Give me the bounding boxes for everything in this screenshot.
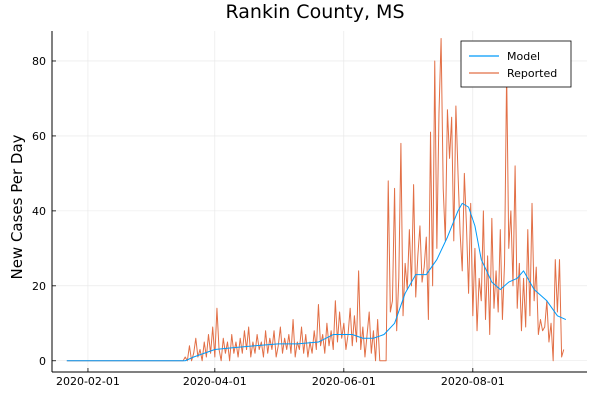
legend-box bbox=[460, 40, 572, 88]
chart-title: Rankin County, MS bbox=[225, 1, 404, 23]
x-tick-label: 2020-04-01 bbox=[183, 375, 247, 388]
plot-area bbox=[66, 37, 567, 362]
series-line-model bbox=[66, 202, 567, 362]
axes: 2020-02-01 2020-04-01 2020-06-01 2020-08-01… bbox=[32, 31, 587, 388]
y-tick-label: 60 bbox=[32, 130, 46, 143]
x-tick-label: 2020-06-01 bbox=[312, 375, 376, 388]
legend-label-reported: Reported bbox=[507, 67, 557, 80]
y-tick-label: 0 bbox=[39, 355, 46, 368]
legend-label-model: Model bbox=[507, 50, 540, 63]
y-tick-label: 20 bbox=[32, 280, 46, 293]
y-axis-label: New Cases Per Day bbox=[8, 134, 26, 279]
series-line-reported bbox=[66, 37, 565, 362]
legend: Model Reported bbox=[460, 40, 572, 88]
x-tick-label: 2020-02-01 bbox=[56, 375, 120, 388]
y-tick-label: 40 bbox=[32, 205, 46, 218]
y-tick-label: 80 bbox=[32, 55, 46, 68]
x-tick-label: 2020-08-01 bbox=[441, 375, 505, 388]
